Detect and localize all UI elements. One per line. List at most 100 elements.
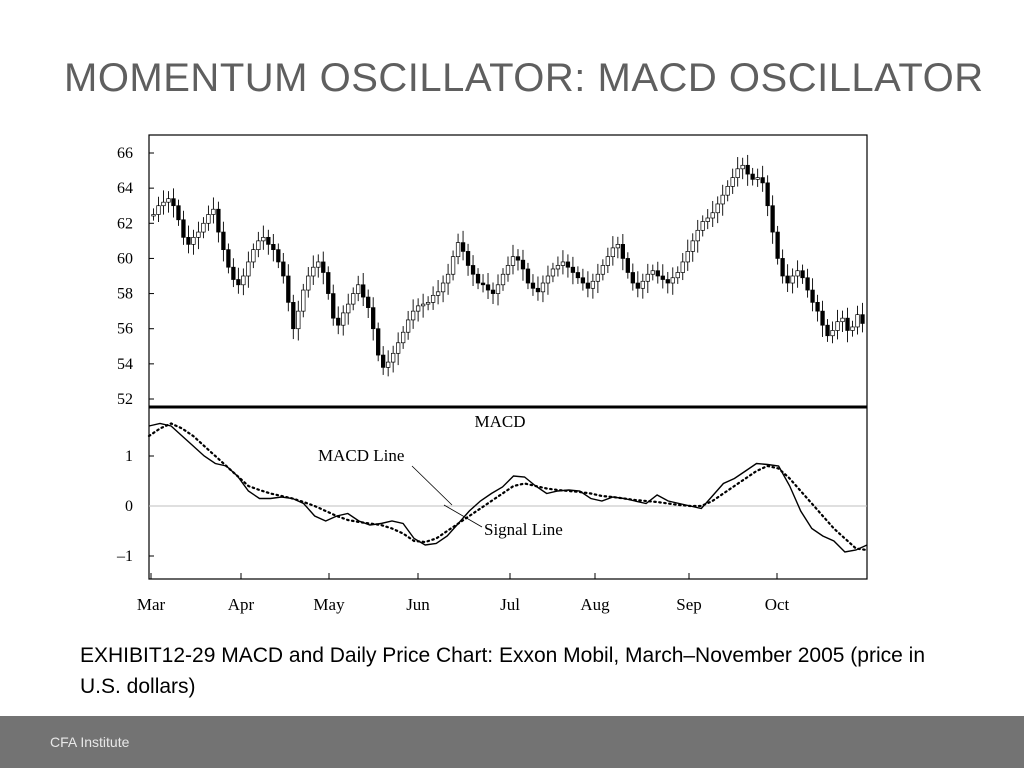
price-candle xyxy=(281,252,286,284)
macd-line-pointer xyxy=(411,465,453,506)
price-candle xyxy=(261,225,266,250)
price-candle xyxy=(495,274,501,306)
candle-body xyxy=(236,279,241,286)
candle-body xyxy=(191,236,196,245)
price-candle xyxy=(815,294,820,322)
price-candle xyxy=(455,233,461,265)
candle-body xyxy=(326,272,331,294)
price-candle xyxy=(311,255,316,285)
price-candle xyxy=(560,250,566,275)
price-candle xyxy=(715,196,720,224)
candle-body xyxy=(515,256,521,261)
candle-body xyxy=(331,293,336,319)
price-candle xyxy=(236,267,241,294)
candle-body xyxy=(366,296,371,308)
candle-body xyxy=(720,194,725,205)
candle-body xyxy=(196,231,201,238)
price-candle xyxy=(425,296,431,311)
price-candle xyxy=(680,252,685,281)
candle-body xyxy=(625,258,630,273)
candle-body xyxy=(575,272,581,279)
candle-body xyxy=(211,208,216,215)
candle-body xyxy=(680,261,685,273)
candle-body xyxy=(630,272,635,284)
price-candle xyxy=(565,254,571,278)
candle-body xyxy=(570,266,576,273)
price-candle xyxy=(386,350,391,377)
candle-body xyxy=(490,289,496,294)
price-candle xyxy=(685,239,690,271)
candle-body xyxy=(840,317,845,323)
annotation-signal-line: Signal Line xyxy=(443,504,563,539)
x-axis: Mar Apr May Jun Jul Aug Sep Oct xyxy=(137,573,790,614)
price-candle xyxy=(226,243,231,274)
price-candle xyxy=(765,175,770,217)
x-tick-label: Jul xyxy=(500,595,520,614)
price-y-tick-label: 64 xyxy=(117,180,133,197)
chart-frame xyxy=(148,134,868,580)
price-candle xyxy=(271,234,276,262)
candle-body xyxy=(565,261,571,268)
candle-body xyxy=(845,317,850,331)
candle-body xyxy=(450,256,456,275)
price-y-tick-label: 66 xyxy=(117,145,133,162)
candle-body xyxy=(510,256,516,266)
candle-body xyxy=(820,310,825,326)
price-candle xyxy=(470,255,476,287)
candle-body xyxy=(201,222,206,233)
price-candle xyxy=(835,309,840,340)
price-candle xyxy=(785,264,790,292)
price-candle xyxy=(480,274,486,293)
signal-line-pointer xyxy=(443,504,483,528)
price-candle xyxy=(620,234,625,271)
candle-body xyxy=(480,282,486,286)
candle-body xyxy=(585,282,591,289)
candle-body xyxy=(316,261,321,268)
candle-body xyxy=(351,293,356,305)
price-candle xyxy=(525,262,531,290)
price-candle xyxy=(460,230,466,261)
price-candle xyxy=(231,258,236,288)
price-candle xyxy=(490,282,496,304)
price-candle xyxy=(700,215,705,237)
candle-body xyxy=(445,273,451,284)
candle-body xyxy=(415,305,421,312)
annotation-macd-line: MACD Line xyxy=(318,446,453,506)
price-y-tick-label: 56 xyxy=(117,321,133,338)
price-candle xyxy=(645,263,650,294)
candle-body xyxy=(291,302,296,330)
price-candle xyxy=(331,284,336,326)
price-candle xyxy=(306,267,311,298)
price-candle xyxy=(376,322,381,362)
price-candle xyxy=(555,256,561,277)
price-candle xyxy=(855,305,860,335)
x-tick-label: Mar xyxy=(137,595,166,614)
macd-y-tick-label: –1 xyxy=(116,548,133,565)
price-candle xyxy=(440,275,446,303)
candle-body xyxy=(800,270,805,279)
candle-body xyxy=(560,261,566,266)
price-candle xyxy=(770,195,775,244)
candle-body xyxy=(835,321,840,331)
candle-body xyxy=(465,251,471,266)
price-candle xyxy=(381,346,386,375)
price-candle xyxy=(820,300,825,337)
price-candle xyxy=(505,256,511,282)
price-candle xyxy=(256,231,261,258)
price-candle xyxy=(660,264,665,289)
candle-body xyxy=(306,275,311,291)
candle-body xyxy=(271,244,276,250)
candle-body xyxy=(825,324,830,337)
price-candle xyxy=(420,293,426,318)
price-candle xyxy=(366,289,371,318)
candle-body xyxy=(725,186,730,196)
signal-line-series xyxy=(147,422,869,552)
macd-price-chart: MACD 52 54 56 58 60 62 64 66 1 0 –1 Mar Apr May Jun J… xyxy=(116,134,869,614)
candle-body xyxy=(171,198,176,207)
candle-body xyxy=(730,177,735,187)
candle-body xyxy=(620,244,625,259)
price-candle xyxy=(625,252,630,279)
price-candle xyxy=(430,286,436,310)
candle-body xyxy=(610,247,616,258)
price-candle xyxy=(351,287,356,311)
